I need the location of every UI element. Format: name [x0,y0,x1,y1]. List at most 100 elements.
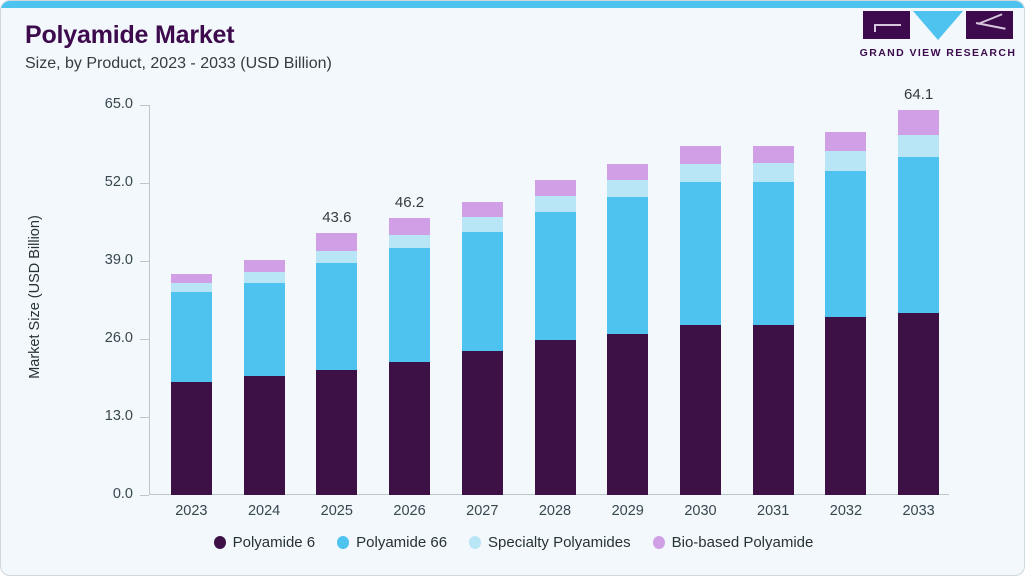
bar-segment[interactable] [389,234,431,249]
y-axis-tick-label: 52.0 [104,174,133,190]
bar-group[interactable]: 2028 [534,105,576,519]
bar-segment[interactable] [316,263,358,371]
bar-segment[interactable] [679,163,721,183]
x-axis-tick-label: 2027 [466,503,499,519]
bar-segment[interactable] [607,163,649,180]
y-axis-tick-label: 39.0 [104,252,133,268]
legend-item-label: Polyamide 66 [356,534,448,551]
bar-segment[interactable] [752,163,794,182]
bar-segment[interactable] [170,292,212,383]
y-axis-label: Market Size (USD Billion) [27,215,43,379]
stacked-bar-chart: Market Size (USD Billion) 0.0 13.0 26.0 39.… [1,86,1024,519]
chart-header: Polyamide Market Size, by Product, 2023 … [25,21,1005,91]
bar-segment[interactable] [607,197,649,334]
legend-item[interactable]: Polyamide 6 [213,534,316,551]
bar-segment[interactable] [461,231,503,351]
triangle-v-mark-icon [913,11,963,40]
bar-total-label: 43.6 [322,209,352,227]
plot-area: 0.0 13.0 26.0 39.0 52.0 65.0 2023 2024 43.6 2025… [105,86,949,519]
legend-item[interactable]: Specialty Polyamides [469,534,631,551]
bar-group[interactable]: 2027 [461,105,503,519]
bar-total-label: 46.2 [394,193,425,211]
bar-segment[interactable] [825,317,867,495]
bar-segment[interactable] [243,376,285,495]
legend-color-dot-icon [469,536,482,549]
bar-segment[interactable] [607,333,649,495]
legend-color-dot-icon [652,536,665,549]
brand-logo: GRAND VIEW RESEARCH [854,11,1022,73]
bar-segment[interactable] [461,351,503,495]
y-axis-line [149,105,150,495]
bar-segment[interactable] [898,156,940,314]
x-axis-tick-label: 2025 [320,503,353,519]
bar-segment[interactable] [170,283,212,293]
bar-group[interactable]: 2023 [170,105,212,519]
x-axis-tick-label: 2024 [247,503,281,519]
bar-segment[interactable] [534,180,576,196]
y-axis-tick-label: 26.0 [104,330,133,346]
bar-segment[interactable] [389,217,431,235]
y-axis-tick-mark [140,417,149,418]
bar-segment[interactable] [679,146,721,164]
x-axis-tick-label: 2032 [829,503,863,519]
legend-item-label: Bio-based Polyamide [671,534,814,551]
bar-segment[interactable] [825,150,867,171]
bar-segment[interactable] [679,325,721,495]
bar-segment[interactable] [461,201,503,218]
bar-segment[interactable] [825,171,867,318]
bar-group[interactable]: 2024 [243,105,285,519]
bar-segment[interactable] [898,135,940,157]
bar-segment[interactable] [898,110,940,135]
bar-group[interactable]: 46.2 2026 [389,105,431,519]
page-title: Polyamide Market [25,21,235,49]
letter-r-mark-icon [966,11,1013,39]
bar-segment[interactable] [389,248,431,362]
bar-segment[interactable] [679,182,721,326]
bar-segment[interactable] [316,250,358,264]
accent-top-bar [1,1,1024,8]
bar-segment[interactable] [316,233,358,251]
bar-segment[interactable] [170,382,212,495]
bar-group[interactable]: 43.6 2025 [316,105,358,519]
bar-segment[interactable] [752,324,794,495]
legend-color-dot-icon [213,536,226,549]
legend-item[interactable]: Bio-based Polyamide [652,534,814,551]
x-axis-tick-label: 2030 [684,503,717,519]
bar-segment[interactable] [534,340,576,495]
page-subtitle: Size, by Product, 2023 - 2033 (USD Billi… [25,55,332,72]
bar-group[interactable]: 2031 [752,105,794,519]
bar-group[interactable]: 2032 [825,105,867,519]
letter-g-mark-icon [863,11,910,39]
y-axis-tick-mark [140,183,149,184]
y-axis-tick-label: 65.0 [104,96,133,112]
bar-segment[interactable] [243,282,285,377]
legend-item[interactable]: Polyamide 66 [337,534,447,551]
bar-segment[interactable] [752,181,794,325]
x-axis-tick-label: 2033 [902,503,935,519]
bar-segment[interactable] [898,313,940,495]
chart-legend: Polyamide 6 Polyamide 66 Specialty Polyami… [1,534,1024,551]
bar-group[interactable]: 2029 [607,105,649,519]
legend-item-label: Polyamide 6 [232,534,316,551]
bar-group[interactable]: 64.1 2033 [898,86,940,519]
bar-segment[interactable] [243,260,285,272]
bar-segment[interactable] [389,361,431,495]
y-axis-tick-label: 13.0 [104,408,133,424]
bar-segment[interactable] [607,180,649,198]
y-axis-tick-mark [140,105,149,106]
bar-segment[interactable] [316,370,358,495]
bar-segment[interactable] [243,271,285,283]
bar-segment[interactable] [534,195,576,212]
legend-item-label: Specialty Polyamides [488,534,631,551]
bar-segment[interactable] [825,132,867,151]
y-axis-tick-label: 0.0 [112,486,133,502]
bar-segment[interactable] [461,217,503,232]
bar-group[interactable]: 2030 [679,105,721,519]
y-axis-tick-mark [140,495,149,496]
bar-segment[interactable] [752,145,794,164]
x-axis-tick-label: 2031 [757,503,790,519]
bar-segment[interactable] [170,273,212,284]
x-axis-tick-label: 2028 [538,503,572,519]
bar-segment[interactable] [534,211,576,341]
legend-color-dot-icon [337,536,350,549]
